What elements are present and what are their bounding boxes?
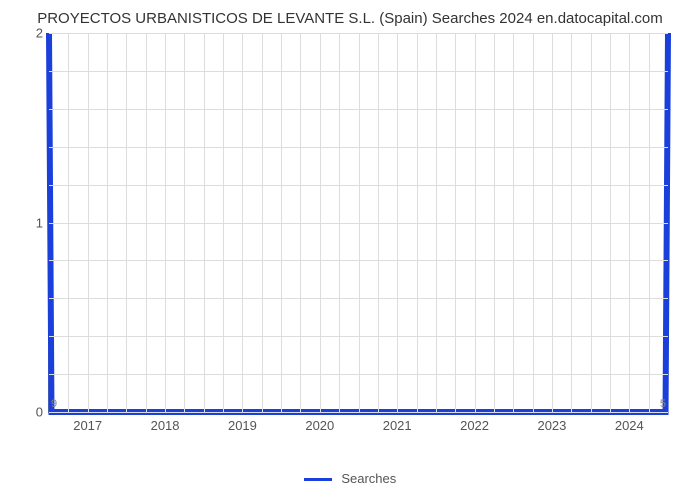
x-tick-label: 2023 — [537, 412, 566, 433]
gridline-v-minor — [417, 33, 418, 412]
gridline-v-minor — [339, 33, 340, 412]
gridline-v-major — [552, 33, 553, 412]
chart-title: PROYECTOS URBANISTICOS DE LEVANTE S.L. (… — [20, 10, 680, 27]
x-tick-label: 2020 — [305, 412, 334, 433]
chart-container: PROYECTOS URBANISTICOS DE LEVANTE S.L. (… — [0, 0, 700, 500]
gridline-v-minor — [68, 33, 69, 412]
plot-area: 9 5 01220172018201920202021202220232024 — [48, 33, 668, 413]
legend-label: Searches — [341, 471, 396, 486]
chart-wrap: 9 5 01220172018201920202021202220232024 — [48, 33, 668, 443]
gridline-v-major — [165, 33, 166, 412]
gridline-v-major — [320, 33, 321, 412]
x-tick-label: 2024 — [615, 412, 644, 433]
gridline-v-minor — [513, 33, 514, 412]
x-tick-label: 2021 — [383, 412, 412, 433]
gridline-v-minor — [281, 33, 282, 412]
corner-label-right: 5 — [660, 398, 666, 410]
gridline-v-minor — [610, 33, 611, 412]
gridline-v-minor — [436, 33, 437, 412]
gridline-v-minor — [146, 33, 147, 412]
gridline-v-minor — [126, 33, 127, 412]
gridline-v-minor — [378, 33, 379, 412]
gridline-v-minor — [184, 33, 185, 412]
gridline-v-minor — [494, 33, 495, 412]
x-tick-label: 2022 — [460, 412, 489, 433]
legend-swatch — [304, 478, 332, 481]
gridline-v-minor — [107, 33, 108, 412]
gridline-h-major — [49, 412, 668, 413]
gridline-v-minor — [533, 33, 534, 412]
x-tick-label: 2018 — [151, 412, 180, 433]
gridline-v-major — [88, 33, 89, 412]
gridline-v-major — [397, 33, 398, 412]
gridline-v-minor — [204, 33, 205, 412]
gridline-v-minor — [649, 33, 650, 412]
y-tick-label: 0 — [36, 405, 49, 420]
gridline-v-minor — [223, 33, 224, 412]
y-tick-label: 2 — [36, 26, 49, 41]
y-tick-label: 1 — [36, 215, 49, 230]
x-tick-label: 2017 — [73, 412, 102, 433]
corner-label-left: 9 — [51, 398, 57, 410]
x-tick-label: 2019 — [228, 412, 257, 433]
legend: Searches — [20, 471, 680, 486]
gridline-v-minor — [455, 33, 456, 412]
gridline-v-major — [242, 33, 243, 412]
gridline-v-minor — [591, 33, 592, 412]
gridline-v-major — [629, 33, 630, 412]
gridline-v-minor — [300, 33, 301, 412]
gridline-v-minor — [262, 33, 263, 412]
gridline-v-minor — [359, 33, 360, 412]
gridline-v-major — [475, 33, 476, 412]
gridline-v-minor — [571, 33, 572, 412]
